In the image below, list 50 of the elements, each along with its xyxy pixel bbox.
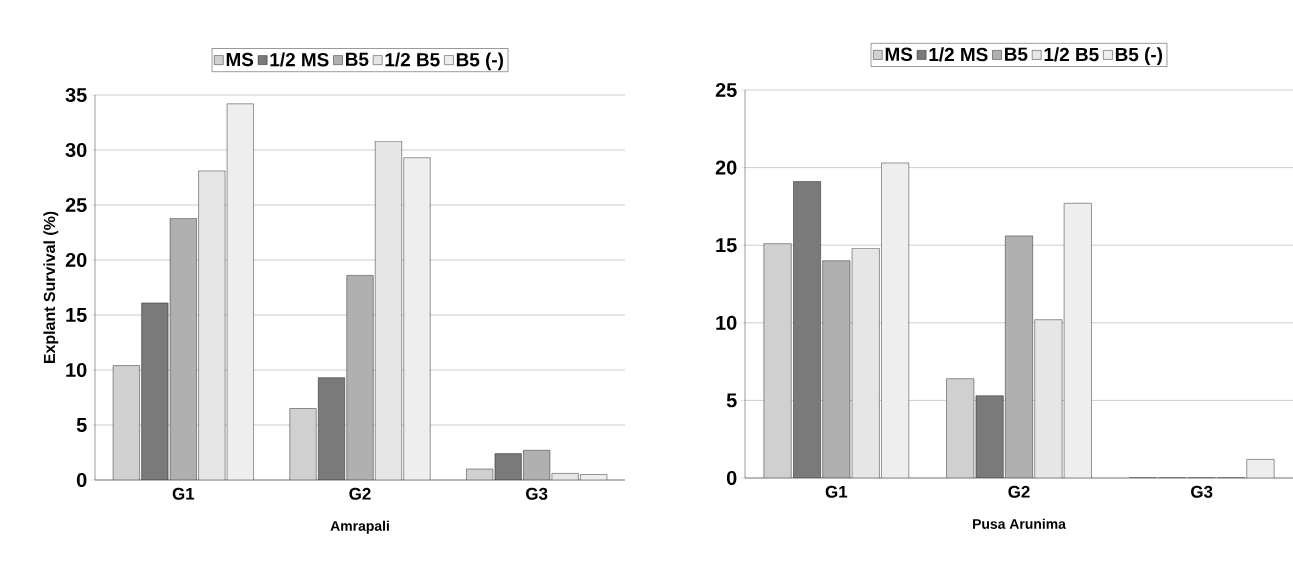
y-tick-label: 30	[65, 142, 87, 158]
bar	[198, 170, 226, 480]
y-tick-label: 10	[716, 315, 737, 330]
y-tick-label: 10	[66, 362, 87, 378]
bar	[1034, 319, 1063, 478]
bar	[881, 162, 909, 478]
bar	[852, 248, 880, 478]
bar	[1005, 235, 1033, 478]
legend-label: MS	[226, 52, 254, 67]
bar	[763, 243, 792, 478]
x-tick-label: G2	[1008, 485, 1030, 498]
bar	[1246, 459, 1275, 478]
legend-label: B5	[346, 52, 369, 67]
bar	[403, 157, 431, 480]
legend-label: 1/2 B5	[1044, 47, 1099, 62]
y-tick-label: 25	[65, 197, 87, 213]
bar	[822, 260, 851, 478]
x-tick-label: G3	[526, 487, 548, 500]
legend-label: MS	[885, 47, 913, 61]
legend-label: B5	[1005, 47, 1028, 61]
x-tick-label: G1	[825, 485, 848, 498]
y-tick-label: 0	[726, 470, 737, 486]
y-tick-label: 20	[715, 160, 737, 175]
y-tick-label: 25	[715, 82, 737, 98]
bar	[113, 365, 140, 480]
x-axis-title: Amrapali	[330, 520, 389, 534]
y-axis-title: Explant Survival (%)	[43, 211, 59, 364]
y-tick-label: 5	[76, 418, 87, 432]
bar	[227, 103, 254, 480]
bar	[375, 141, 402, 480]
bar	[289, 408, 317, 480]
y-tick-label: 0	[76, 472, 87, 488]
y-tick-label: 15	[66, 308, 87, 322]
x-tick-label: G2	[349, 487, 371, 500]
x-axis-title: Pusa Arunima	[973, 518, 1066, 529]
y-tick-label: 35	[65, 87, 87, 103]
y-tick-label: 20	[65, 252, 87, 268]
legend-label: B5 (-)	[1115, 47, 1163, 65]
legend-label: 1/2 MS	[270, 52, 329, 67]
bar	[946, 378, 974, 478]
bar	[1064, 203, 1092, 478]
legend-label: 1/2 MS	[929, 47, 988, 62]
y-tick-label: 5	[726, 393, 737, 408]
legend-label: 1/2 B5	[385, 52, 440, 67]
x-tick-label: G1	[172, 487, 195, 500]
legend-label: B5 (-)	[456, 52, 504, 71]
bar	[346, 275, 374, 480]
x-tick-label: G3	[1191, 485, 1213, 498]
bar	[170, 218, 197, 480]
y-tick-label: 15	[716, 238, 737, 253]
